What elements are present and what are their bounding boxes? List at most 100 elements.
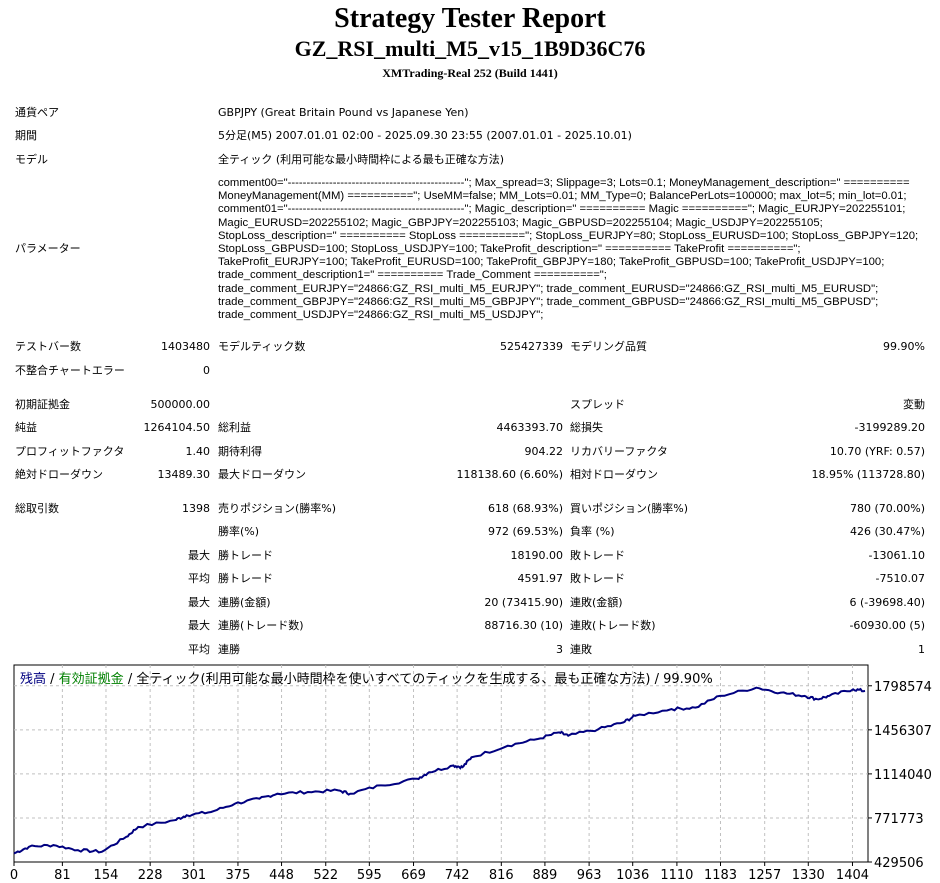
- stat-label: 連敗(金額): [570, 596, 623, 609]
- report-title: Strategy Tester Report: [334, 3, 606, 34]
- stat-value: 99.90%: [883, 340, 925, 353]
- x-tick-label: 742: [445, 868, 470, 883]
- stat-value: 1398: [182, 502, 210, 515]
- stat-value: 118138.60 (6.60%): [456, 468, 563, 481]
- stat-label: 相対ドローダウン: [570, 468, 658, 481]
- stat-label: 連勝: [218, 643, 240, 656]
- stat-label: 連敗(トレード数): [570, 619, 656, 632]
- stat-value: 最大: [188, 596, 210, 609]
- stat-label: 勝トレード: [218, 572, 273, 585]
- symbol-label: 通貨ペア: [15, 106, 59, 119]
- stat-value: 426 (30.47%): [849, 525, 925, 538]
- stat-label: 総利益: [218, 421, 251, 434]
- stat-value: 13489.30: [157, 468, 211, 481]
- x-tick-label: 301: [181, 868, 206, 883]
- stat-value: -7510.07: [875, 572, 925, 585]
- stat-value: 平均: [188, 643, 210, 656]
- stat-value: 500000.00: [150, 398, 211, 411]
- x-tick-label: 963: [577, 868, 602, 883]
- x-tick-label: 81: [54, 868, 71, 883]
- stat-value: -60930.00 (5): [849, 619, 925, 632]
- balance-chart: 429506 771773 1114040 1456307 1798574 0 81 154 2…: [10, 664, 932, 883]
- x-tick-label: 0: [10, 868, 18, 883]
- y-tick-label: 771773: [874, 812, 924, 827]
- parameters-value: comment00="-----------------------------…: [218, 177, 919, 322]
- x-tick-label: 228: [138, 868, 163, 883]
- y-tick-label: 429506: [874, 856, 924, 871]
- legend-model-quality: / 全ティック(利用可能な最小時間枠を使いすべてのティックを生成する、最も正確な…: [124, 671, 713, 687]
- stat-label: 連勝(金額): [218, 596, 271, 609]
- x-tick-label: 1183: [704, 868, 737, 883]
- stat-label: モデルティック数: [218, 340, 306, 353]
- stat-label: 売りポジション(勝率%): [218, 502, 337, 515]
- stat-value: 平均: [188, 572, 210, 585]
- stat-value: -13061.10: [868, 549, 925, 562]
- stat-value: 1.40: [185, 445, 211, 458]
- stat-label: 期待利得: [218, 445, 262, 458]
- chart-legend: 残高 / 有効証拠金 / 全ティック(利用可能な最小時間枠を使いすべてのティック…: [20, 671, 713, 687]
- stat-value: 3: [556, 643, 563, 656]
- x-tick-label: 816: [489, 868, 514, 883]
- x-tick-label: 1257: [748, 868, 781, 883]
- period-value: 5分足(M5) 2007.01.01 02:00 - 2025.09.30 23…: [218, 129, 632, 142]
- server-build: XMTrading-Real 252 (Build 1441): [382, 66, 558, 80]
- y-tick-label: 1798574: [874, 680, 932, 695]
- stat-label: プロフィットファクタ: [15, 445, 125, 458]
- parameters-label: パラメーター: [15, 242, 81, 255]
- stat-value: 1264104.50: [143, 421, 210, 434]
- stat-value: 1403480: [161, 340, 210, 353]
- x-tick-label: 1036: [616, 868, 649, 883]
- model-value: 全ティック (利用可能な最小時間枠による最も正確な方法): [218, 153, 505, 166]
- x-tick-label: 522: [313, 868, 338, 883]
- stat-value: 最大: [188, 549, 210, 562]
- stat-label: 敗トレード: [570, 549, 625, 562]
- x-tick-label: 448: [269, 868, 294, 883]
- stat-value: 904.22: [524, 445, 564, 458]
- legend-equity: 有効証拠金: [59, 671, 124, 687]
- stat-value: 618 (68.93%): [487, 502, 563, 515]
- legend-separator: /: [46, 672, 59, 687]
- y-tick-label: 1456307: [874, 724, 932, 739]
- x-tick-label: 669: [401, 868, 426, 883]
- stat-label: 最大ドローダウン: [218, 468, 306, 481]
- symbol-value: GBPJPY (Great Britain Pound vs Japanese …: [218, 106, 469, 119]
- stat-value: 変動: [903, 398, 925, 411]
- stat-value: 4591.97: [517, 572, 564, 585]
- stat-label: 不整合チャートエラー: [15, 364, 125, 377]
- x-tick-label: 889: [532, 868, 557, 883]
- stat-value: -3199289.20: [854, 421, 925, 434]
- stat-label: 勝率(%): [218, 525, 260, 538]
- stat-label: 総損失: [570, 421, 603, 434]
- stat-value: 972 (69.53%): [487, 525, 563, 538]
- plot-area: [13, 664, 869, 863]
- stat-value: 525427339: [500, 340, 563, 353]
- x-tick-label: 1110: [660, 868, 693, 883]
- stat-label: 敗トレード: [570, 572, 625, 585]
- balance-line: [13, 686, 866, 855]
- stat-label: 総取引数: [15, 502, 59, 515]
- stat-value: 10.70 (YRF: 0.57): [829, 445, 925, 458]
- stat-label: 初期証拠金: [15, 398, 70, 411]
- stat-label: 純益: [15, 421, 37, 434]
- model-label: モデル: [15, 153, 48, 166]
- x-tick-label: 375: [226, 868, 251, 883]
- stat-value: 最大: [188, 619, 210, 632]
- y-tick-label: 1114040: [874, 768, 932, 783]
- stat-value: 4463393.70: [496, 421, 563, 434]
- stat-label: 負率 (%): [570, 525, 615, 538]
- stat-label: テストバー数: [15, 340, 81, 353]
- stat-value: 1: [918, 643, 925, 656]
- x-tick-label: 1404: [836, 868, 869, 883]
- period-label: 期間: [15, 129, 37, 142]
- x-tick-label: 595: [357, 868, 382, 883]
- stat-label: 勝トレード: [218, 549, 273, 562]
- stat-value: 20 (73415.90): [484, 596, 563, 609]
- stat-value: 780 (70.00%): [849, 502, 925, 515]
- stat-label: 絶対ドローダウン: [15, 468, 103, 481]
- stat-value: 6 (-39698.40): [849, 596, 925, 609]
- stat-label: モデリング品質: [570, 340, 647, 353]
- stat-label: 買いポジション(勝率%): [570, 502, 689, 515]
- stat-label: スプレッド: [570, 398, 625, 411]
- stat-value: 18190.00: [510, 549, 564, 562]
- stat-label: 連勝(トレード数): [218, 619, 304, 632]
